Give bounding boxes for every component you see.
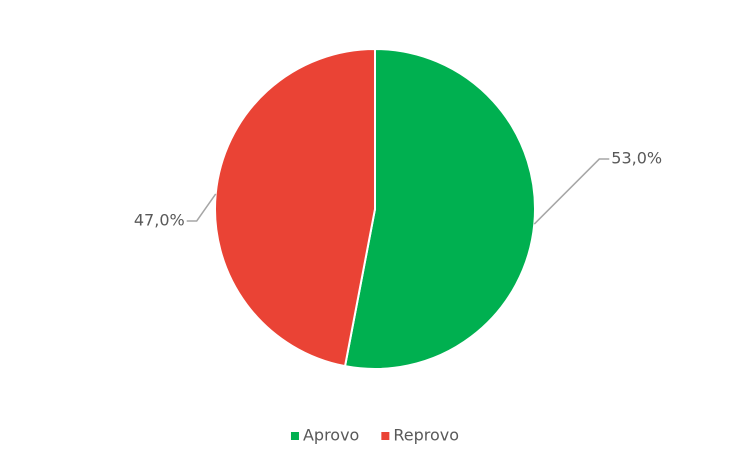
legend-label: Reprovo (393, 426, 459, 445)
leader-line (533, 158, 610, 225)
pie-slice (214, 47, 376, 368)
legend-swatch (381, 432, 390, 440)
leader-line (186, 193, 217, 222)
pie-slice (343, 47, 536, 370)
data-label: 53,0% (611, 149, 662, 168)
data-label: 47,0% (134, 210, 185, 229)
legend-swatch (290, 432, 299, 440)
legend-label: Aprovo (303, 426, 359, 445)
